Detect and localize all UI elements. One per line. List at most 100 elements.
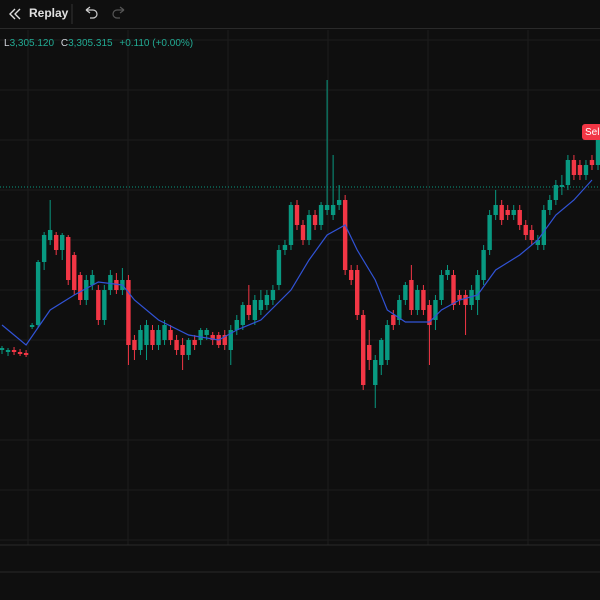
- candle-body: [162, 325, 167, 340]
- candle-body: [336, 200, 342, 205]
- candle-body: [571, 160, 577, 175]
- candle-body: [318, 205, 324, 225]
- candle-body: [330, 205, 336, 215]
- legend-label: L: [4, 38, 10, 49]
- candle-body: [168, 330, 173, 340]
- replay-button[interactable]: Replay: [29, 6, 69, 20]
- candle-body: [487, 215, 492, 250]
- candle-body: [150, 330, 155, 345]
- legend-label: C: [60, 38, 69, 49]
- candle-body: [17, 352, 23, 354]
- candle-body: [577, 165, 583, 175]
- candle-body: [84, 280, 89, 300]
- legend-value: 3,305.315: [68, 38, 113, 49]
- candle-body: [258, 300, 264, 310]
- replay-icon[interactable]: [9, 8, 21, 20]
- legend-value: 3,305.120: [9, 38, 55, 49]
- candle-body: [565, 160, 571, 185]
- candle-body: [78, 275, 83, 300]
- candle-body: [517, 210, 522, 225]
- candle-body: [198, 330, 203, 340]
- candle-body: [457, 295, 462, 300]
- candle-body: [373, 360, 378, 385]
- toolbar: Replay: [0, 0, 600, 29]
- candle-body: [361, 315, 366, 385]
- candle-body: [246, 305, 252, 315]
- candle-body: [583, 165, 589, 175]
- legend-change: +0.110 (+0.00%): [119, 38, 194, 49]
- candle-body: [324, 205, 330, 210]
- candle-body: [29, 325, 35, 327]
- candle-body: [156, 330, 161, 345]
- candle-body: [174, 340, 179, 350]
- candle-body: [391, 315, 396, 325]
- candle-body: [66, 237, 71, 280]
- candle-body: [439, 275, 444, 300]
- candle-body: [60, 235, 65, 250]
- candle-body: [445, 270, 450, 275]
- candle-body: [234, 320, 239, 330]
- candle-body: [192, 340, 197, 345]
- undo-icon[interactable]: [85, 6, 98, 19]
- order-label: Sell: [582, 124, 600, 140]
- candle-body: [90, 275, 95, 285]
- candle-body: [264, 295, 270, 305]
- candle-body: [415, 290, 420, 310]
- candle-body: [403, 285, 408, 300]
- candle-body: [270, 290, 276, 300]
- candle-body: [306, 215, 312, 240]
- candle-body: [0, 348, 5, 350]
- candle-body: [595, 140, 600, 165]
- candle-body: [210, 335, 215, 340]
- candle-body: [126, 280, 131, 345]
- candle-body: [451, 275, 456, 305]
- ohlc-legend: L3,305.120 C3,305.315 +0.110 (+0.00%): [4, 38, 197, 49]
- candle-body: [541, 210, 547, 245]
- candle-body: [535, 240, 540, 245]
- candle-body: [469, 290, 474, 305]
- candle-body: [559, 185, 565, 187]
- candle-body: [553, 185, 559, 200]
- candle-body: [47, 230, 53, 240]
- candle-body: [41, 235, 47, 262]
- candle-body: [481, 250, 486, 280]
- toolbar-icons: [9, 4, 125, 24]
- order-label-text: Sell: [585, 127, 600, 138]
- candle-body: [5, 350, 11, 352]
- candle-body: [409, 280, 414, 310]
- candle-body: [547, 200, 553, 210]
- candle-body: [475, 275, 480, 300]
- candle-body: [294, 205, 300, 225]
- candle-body: [433, 300, 438, 320]
- candle-body: [589, 160, 595, 165]
- candle-body: [102, 290, 107, 320]
- candle-body: [35, 262, 41, 325]
- candle-body: [144, 325, 149, 345]
- candle-body: [529, 230, 534, 240]
- candle-body: [312, 215, 318, 225]
- candle-body: [354, 270, 360, 315]
- candle-body: [523, 225, 528, 235]
- candle-body: [385, 325, 390, 360]
- candle-body: [11, 350, 17, 352]
- candle-body: [108, 275, 113, 290]
- candle-body: [427, 305, 432, 325]
- candle-body: [397, 300, 402, 320]
- candle-body: [138, 330, 143, 350]
- candle-body: [493, 205, 498, 215]
- order-label-box: [582, 124, 600, 140]
- candle-body: [499, 205, 504, 220]
- candle-body: [222, 335, 227, 345]
- candle-body: [367, 345, 372, 360]
- candle-body: [421, 290, 426, 310]
- candle-body: [379, 340, 384, 365]
- candle-body: [511, 210, 516, 215]
- moving-average: [1, 179, 593, 346]
- candle-body: [463, 295, 468, 305]
- candle-body: [180, 345, 185, 355]
- candle-body: [53, 235, 59, 250]
- candle-body: [72, 255, 77, 290]
- redo-icon[interactable]: [112, 6, 125, 19]
